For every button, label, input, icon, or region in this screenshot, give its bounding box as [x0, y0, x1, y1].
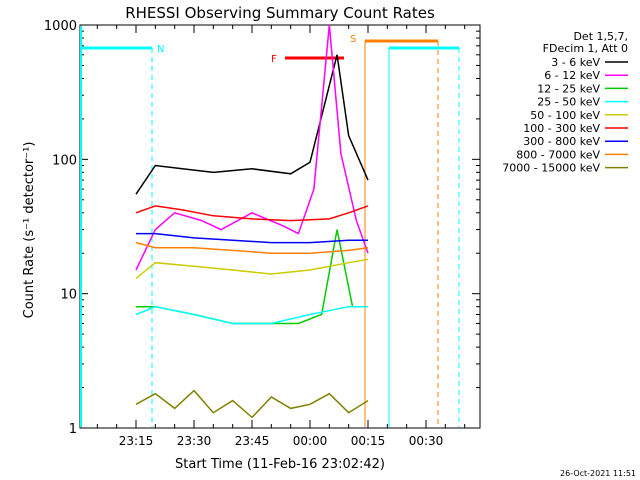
x-tick-label: 23:15 [119, 434, 154, 448]
legend-entry-label: 100 - 300 keV [523, 122, 600, 135]
legend-entry-label: 7000 - 15000 keV [502, 162, 600, 175]
series-line-5 [135, 205, 369, 222]
x-tick-label: 23:30 [177, 434, 212, 448]
series-line-4 [135, 258, 369, 279]
x-tick-label: 23:45 [235, 434, 270, 448]
series-line-0 [135, 54, 369, 195]
x-tick-label: 00:15 [351, 434, 386, 448]
legend-header: Det 1,5,7, [573, 30, 628, 43]
plot-frame [79, 24, 481, 429]
flare-flag-label: F [271, 54, 277, 65]
legend-entry-label: 800 - 7000 keV [516, 148, 600, 161]
series-group [135, 24, 369, 419]
axes-group: 23:15 23:30 23:45 00:00 00:15 00:30 1 10 100 1000 [44, 19, 481, 448]
legend-entry-label: 6 - 12 keV [544, 69, 600, 82]
footer-date: 26-Oct-2021 11:51 [560, 469, 636, 478]
legend-entry-label: 50 - 100 keV [530, 109, 600, 122]
series-line-8 [135, 389, 369, 419]
chart-title: RHESSI Observing Summary Count Rates [125, 4, 435, 22]
flags-group: N F S [80, 26, 460, 427]
series-line-3 [135, 305, 368, 325]
y-tick-label: 10 [60, 288, 77, 303]
x-tick-label: 00:00 [293, 434, 328, 448]
legend-entry-label: 3 - 6 keV [551, 56, 600, 69]
y-axis-label: Count Rate (s⁻¹ detector⁻¹) [22, 142, 37, 319]
series-line-7 [135, 241, 369, 254]
saa-flag-label: S [350, 34, 356, 45]
x-tick-label: 00:30 [409, 434, 444, 448]
series-line-1 [135, 24, 369, 271]
x-axis-label: Start Time (11-Feb-16 23:02:42) [175, 457, 385, 472]
legend-entry-label: 300 - 800 keV [523, 135, 600, 148]
legend-entry-label: 12 - 25 keV [537, 82, 600, 95]
y-tick-label: 100 [52, 153, 77, 168]
legend-entry-label: 25 - 50 keV [537, 96, 600, 109]
night-flag-label: N [157, 44, 164, 55]
series-line-6 [136, 232, 368, 244]
legend-header: FDecim 1, Att 0 [543, 42, 628, 55]
y-tick-label: 1000 [44, 19, 77, 34]
y-tick-label: 1 [69, 422, 77, 437]
